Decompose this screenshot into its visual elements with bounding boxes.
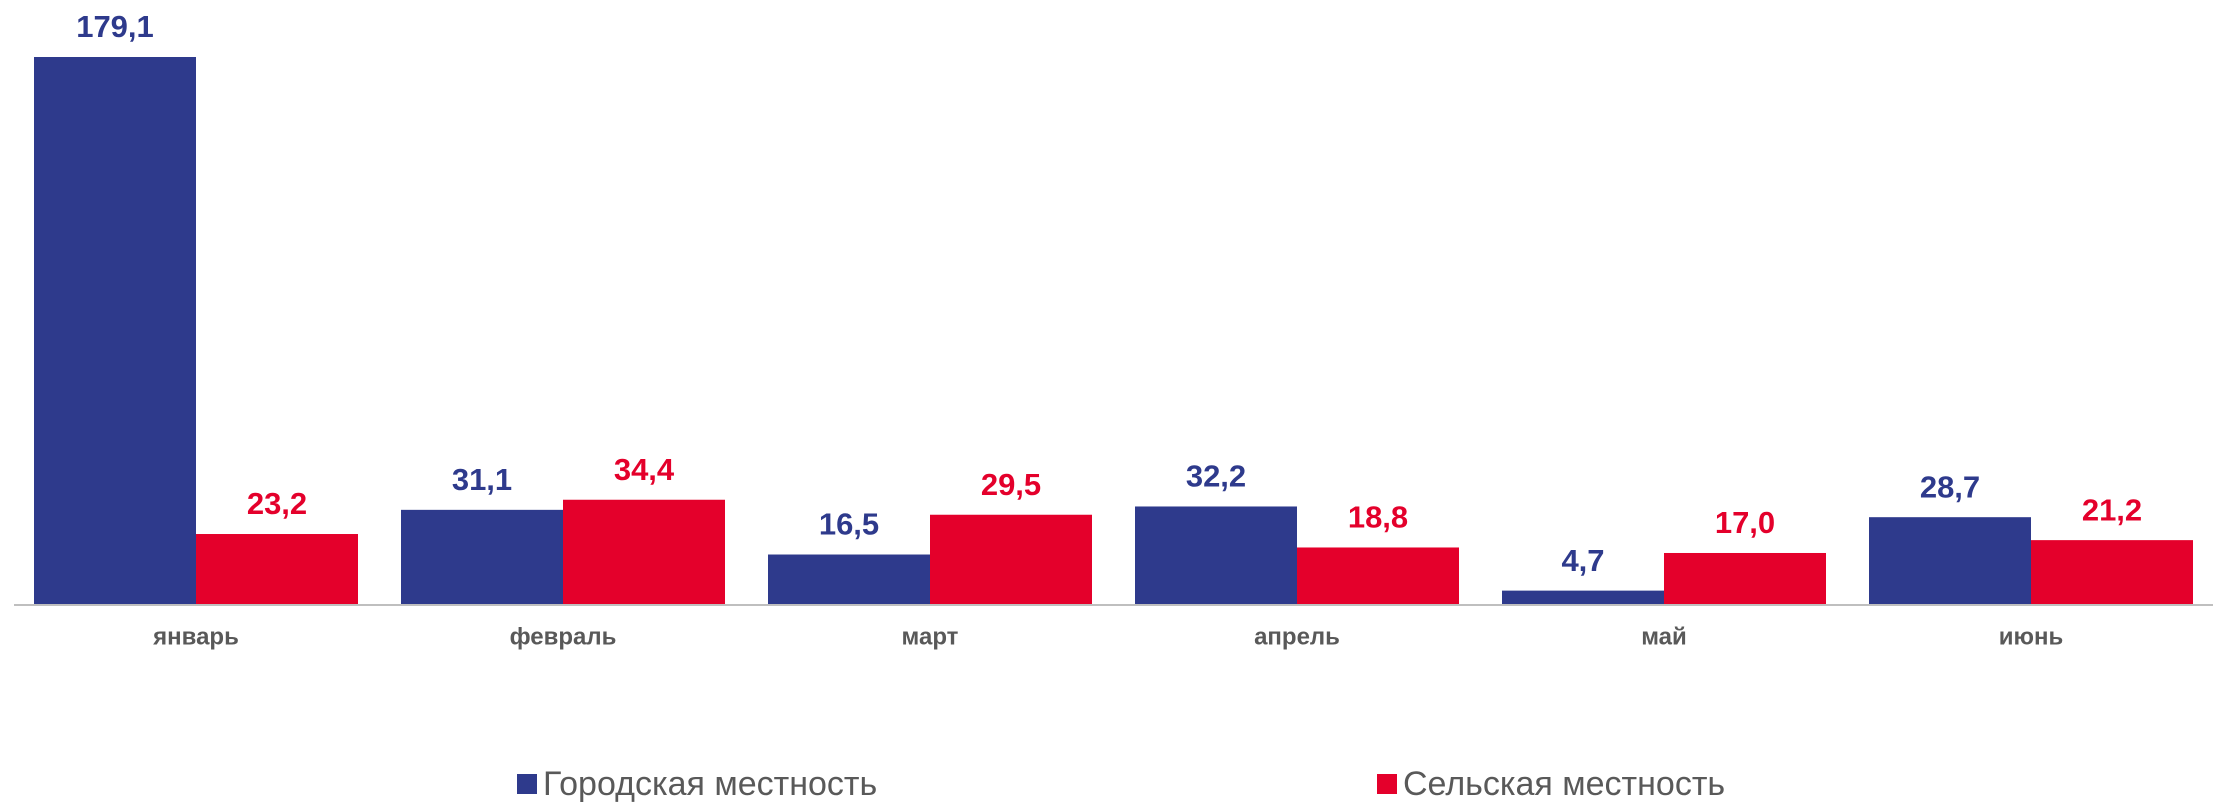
bar bbox=[1502, 590, 1664, 605]
bar bbox=[401, 509, 563, 605]
bar bbox=[1135, 506, 1297, 605]
legend-swatch bbox=[1377, 774, 1397, 794]
legend-swatch bbox=[517, 774, 537, 794]
x-tick-label: февраль bbox=[510, 623, 617, 650]
data-label: 29,5 bbox=[981, 467, 1041, 502]
bar bbox=[1664, 552, 1826, 605]
data-label: 21,2 bbox=[2082, 492, 2142, 527]
legend-label: Городская местность bbox=[543, 765, 877, 803]
data-label: 31,1 bbox=[452, 462, 512, 497]
legend-label: Сельская местность bbox=[1403, 765, 1725, 803]
data-label: 179,1 bbox=[76, 9, 154, 44]
bar bbox=[34, 57, 196, 605]
bar bbox=[563, 499, 725, 605]
data-label: 17,0 bbox=[1715, 505, 1775, 540]
data-label: 4,7 bbox=[1561, 543, 1604, 578]
x-tick-label: апрель bbox=[1254, 623, 1340, 650]
x-tick-label: март bbox=[902, 623, 959, 650]
bar bbox=[768, 554, 930, 605]
data-label: 34,4 bbox=[614, 452, 675, 487]
x-tick-label: июнь bbox=[1999, 623, 2064, 650]
data-label: 18,8 bbox=[1348, 500, 1408, 535]
data-label: 28,7 bbox=[1920, 469, 1980, 504]
x-tick-label: январь bbox=[152, 623, 239, 650]
bar bbox=[1869, 517, 2031, 605]
bar bbox=[1297, 547, 1459, 605]
bar bbox=[2031, 540, 2193, 605]
data-label: 16,5 bbox=[819, 507, 879, 542]
bar bbox=[930, 514, 1092, 605]
data-label: 23,2 bbox=[247, 486, 307, 521]
bar bbox=[196, 534, 358, 605]
x-tick-label: май bbox=[1641, 623, 1687, 650]
data-label: 32,2 bbox=[1186, 459, 1246, 494]
